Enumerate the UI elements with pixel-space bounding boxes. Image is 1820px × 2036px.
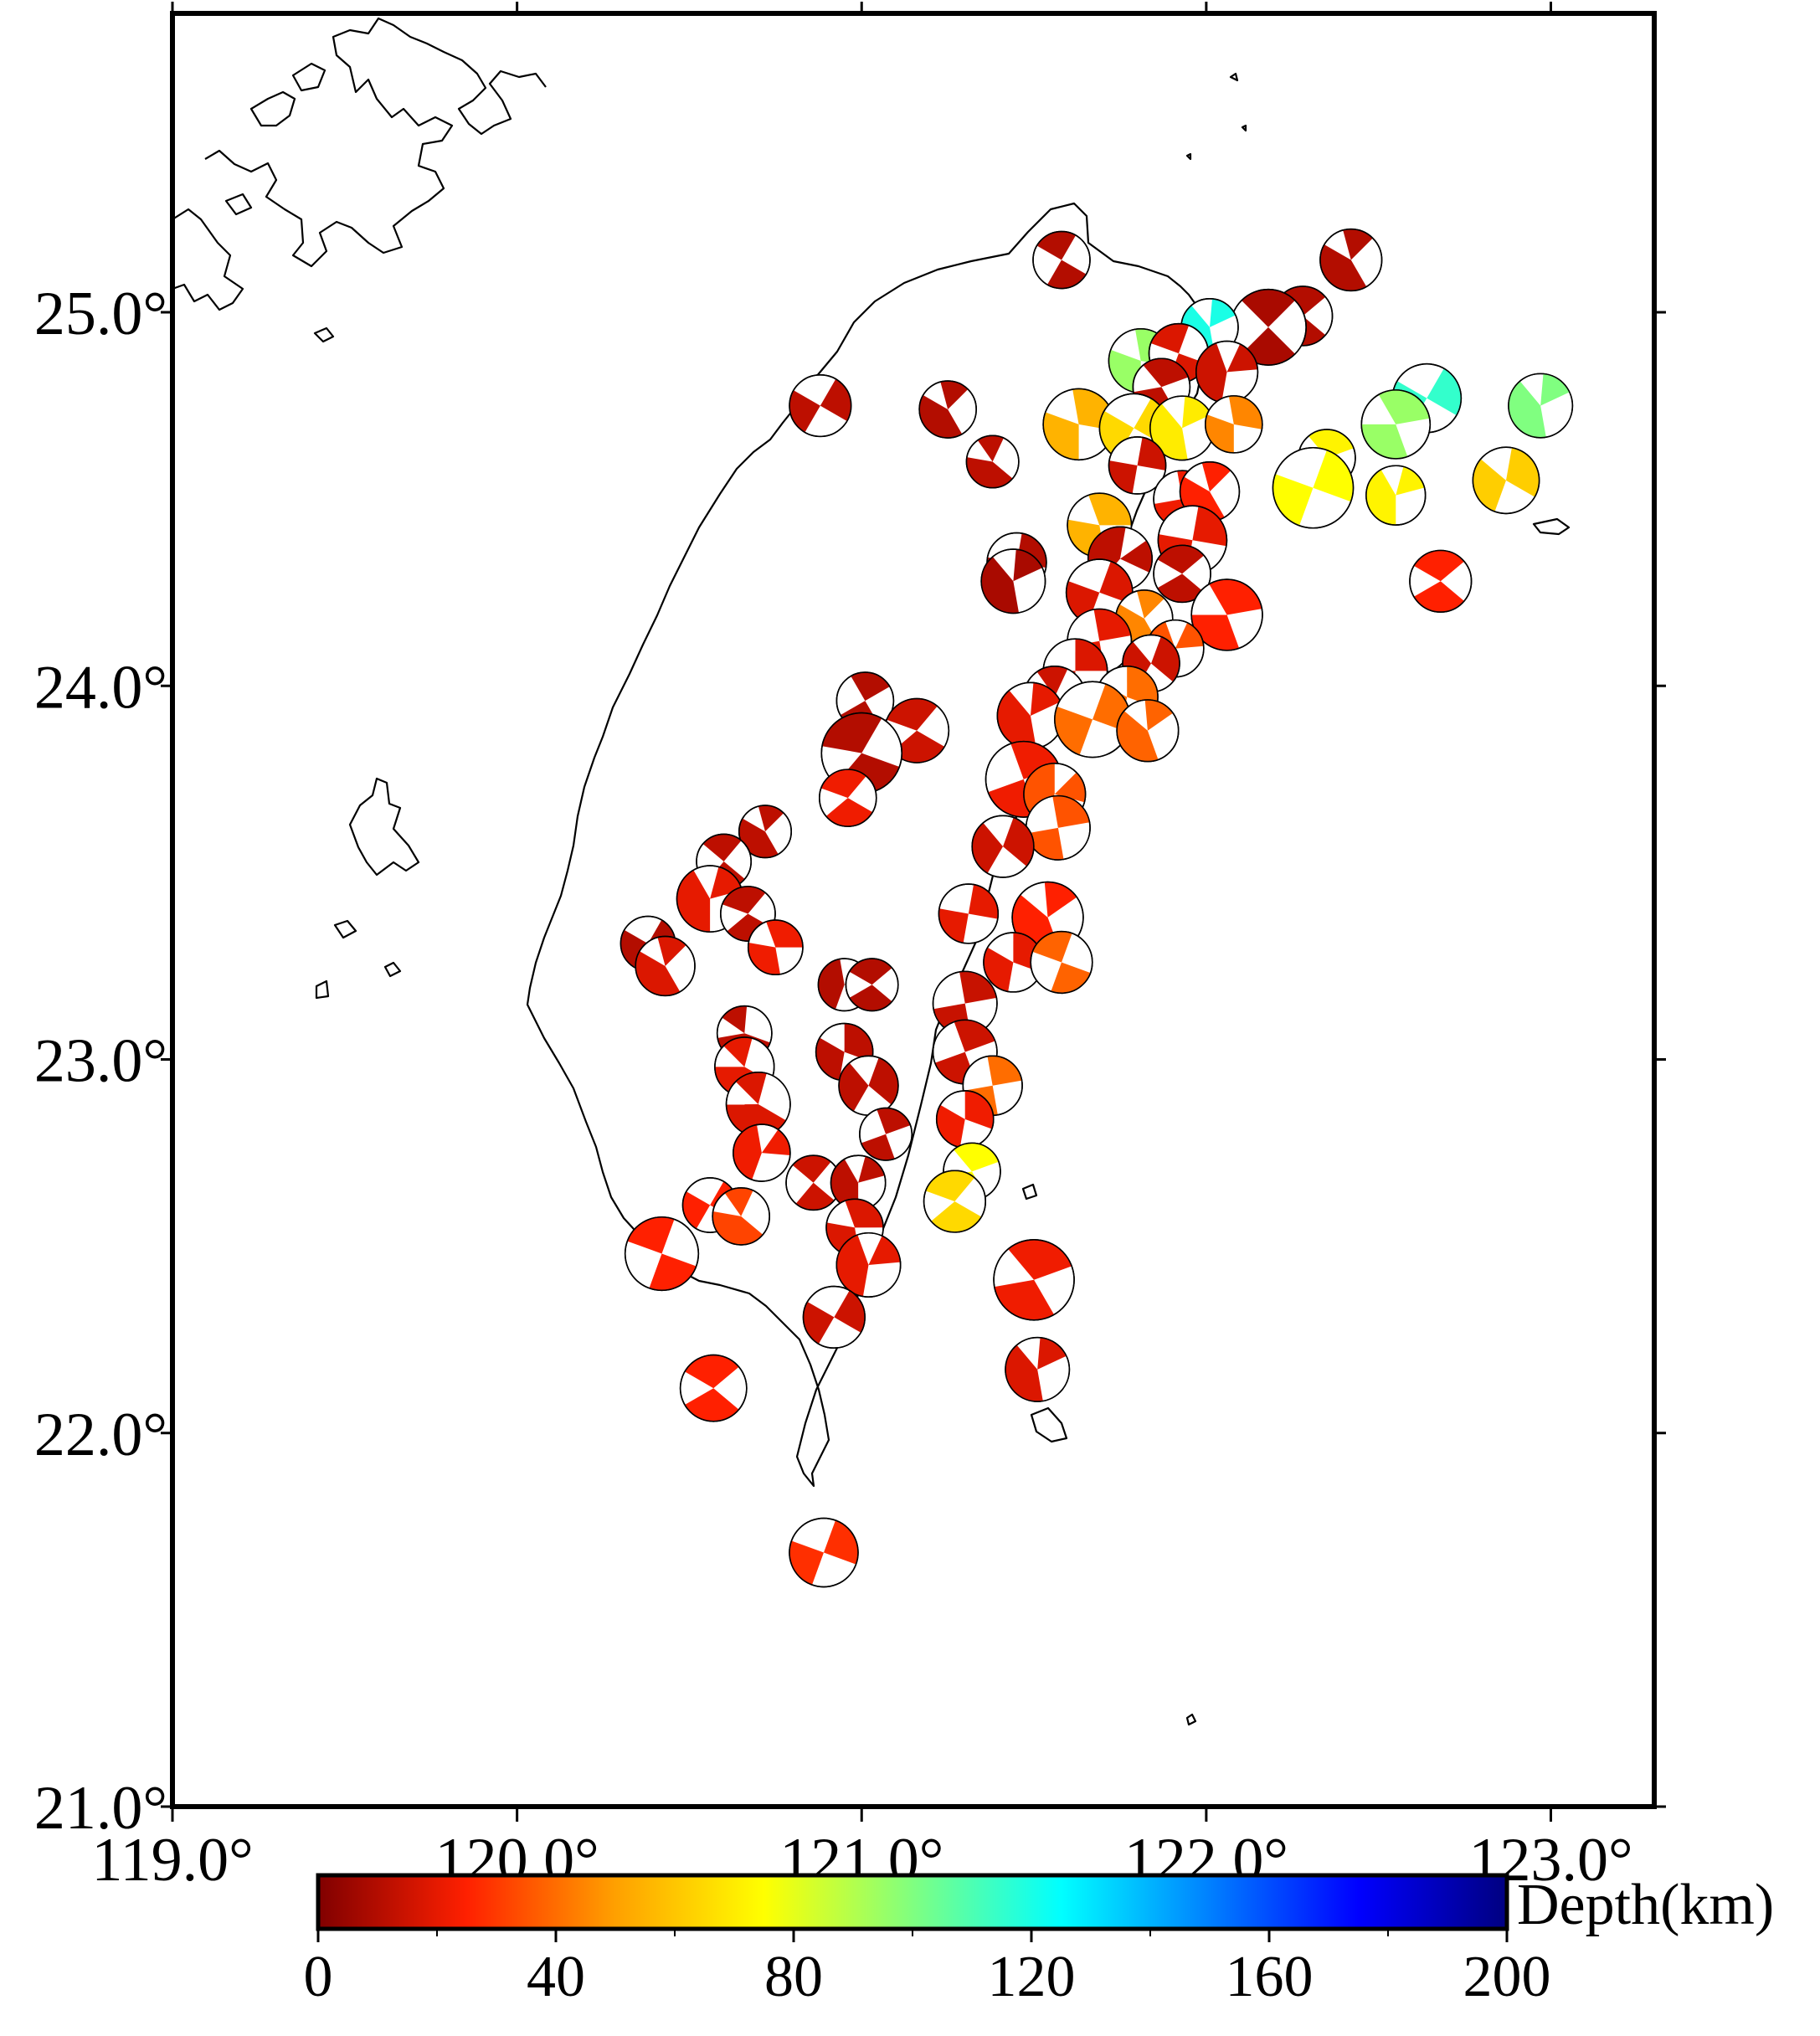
focal-mechanism[interactable] (839, 1056, 898, 1115)
coastline-matsu (315, 74, 1246, 342)
focal-mechanism[interactable] (1366, 465, 1426, 525)
focal-mechanism[interactable] (1473, 447, 1539, 513)
colorbar-gradient (318, 1875, 1507, 1929)
focal-mechanism[interactable] (1026, 796, 1090, 860)
focal-mechanism[interactable] (733, 1124, 790, 1181)
beachball-compression (988, 1056, 1022, 1085)
focal-mechanism[interactable] (625, 1217, 699, 1291)
focal-mechanism[interactable] (860, 1108, 912, 1160)
focal-mechanism[interactable] (994, 1240, 1074, 1320)
depth-colorbar: 0 40 80 120 160 200 Depth(km) (304, 1873, 1775, 2009)
colorbar-tick-label: 40 (527, 1945, 585, 2009)
focal-mechanism[interactable] (997, 682, 1063, 748)
y-tick-label: 23.0° (34, 1027, 167, 1096)
focal-mechanism[interactable] (1196, 342, 1258, 404)
focal-mechanism[interactable] (712, 1188, 769, 1245)
coastline-south-islet (1187, 1715, 1195, 1725)
colorbar-tick-label: 200 (1463, 1945, 1551, 2009)
coastline-penghu-south (316, 921, 400, 998)
coastline-orchid-island (1031, 1408, 1067, 1442)
focal-mechanism[interactable] (789, 375, 851, 437)
focal-mechanism[interactable] (681, 1355, 747, 1422)
focal-mechanism[interactable] (1320, 229, 1382, 291)
focal-mechanism[interactable] (846, 959, 897, 1010)
longitude-axis: 119.0° 120.0° 121.0° 122.0° 123.0° (91, 2, 1632, 1895)
focal-mechanism[interactable] (1005, 1338, 1069, 1401)
focal-mechanism[interactable] (981, 549, 1045, 613)
focal-mechanism[interactable] (1272, 448, 1353, 528)
colorbar-tick-label: 0 (304, 1945, 333, 2009)
colorbar-tick-label: 120 (988, 1945, 1076, 2009)
coastline-green-island (1023, 1185, 1036, 1199)
focal-mechanism[interactable] (1031, 932, 1093, 994)
coastline-yonaguni (1534, 519, 1569, 534)
focal-mechanism[interactable] (1361, 390, 1430, 459)
focal-mechanism[interactable] (966, 435, 1018, 488)
focal-mechanism[interactable] (1117, 700, 1179, 762)
colorbar-tick-label: 80 (764, 1945, 823, 2009)
map-frame (172, 13, 1654, 1807)
focal-mechanism[interactable] (820, 769, 877, 826)
y-tick-label: 25.0° (34, 280, 167, 348)
beachball-compression (1229, 396, 1262, 429)
y-tick-label: 21.0° (34, 1774, 167, 1843)
beachball-compression (748, 943, 780, 974)
focal-mechanism[interactable] (1033, 232, 1090, 289)
focal-mechanism[interactable] (789, 1519, 858, 1587)
focal-mechanism[interactable] (919, 381, 976, 438)
focal-mechanism[interactable] (635, 937, 695, 996)
focal-mechanism[interactable] (924, 1170, 986, 1232)
focal-mechanism[interactable] (972, 815, 1034, 877)
focal-mechanism[interactable] (836, 1233, 901, 1297)
focal-mechanisms-layer (620, 229, 1572, 1587)
focal-mechanism[interactable] (1410, 550, 1472, 612)
colorbar-title: Depth(km) (1517, 1873, 1774, 1937)
focal-mechanism[interactable] (1206, 396, 1262, 453)
colorbar-ticks: 0 40 80 120 160 200 (304, 1929, 1551, 2009)
beachball-compression (969, 885, 998, 919)
y-tick-label: 24.0° (34, 653, 167, 722)
beachball-compression (938, 908, 968, 943)
coastline-china (172, 18, 546, 310)
coastline-penghu (350, 779, 419, 875)
focal-mechanism[interactable] (1509, 373, 1572, 437)
beachball-compression (1109, 460, 1138, 493)
focal-mechanism[interactable] (804, 1287, 866, 1349)
y-tick-label: 22.0° (34, 1401, 167, 1469)
focal-mechanism[interactable] (748, 920, 803, 974)
focal-mechanism[interactable] (938, 884, 998, 943)
focal-mechanism[interactable] (937, 1091, 994, 1148)
colorbar-tick-label: 160 (1226, 1945, 1314, 2009)
